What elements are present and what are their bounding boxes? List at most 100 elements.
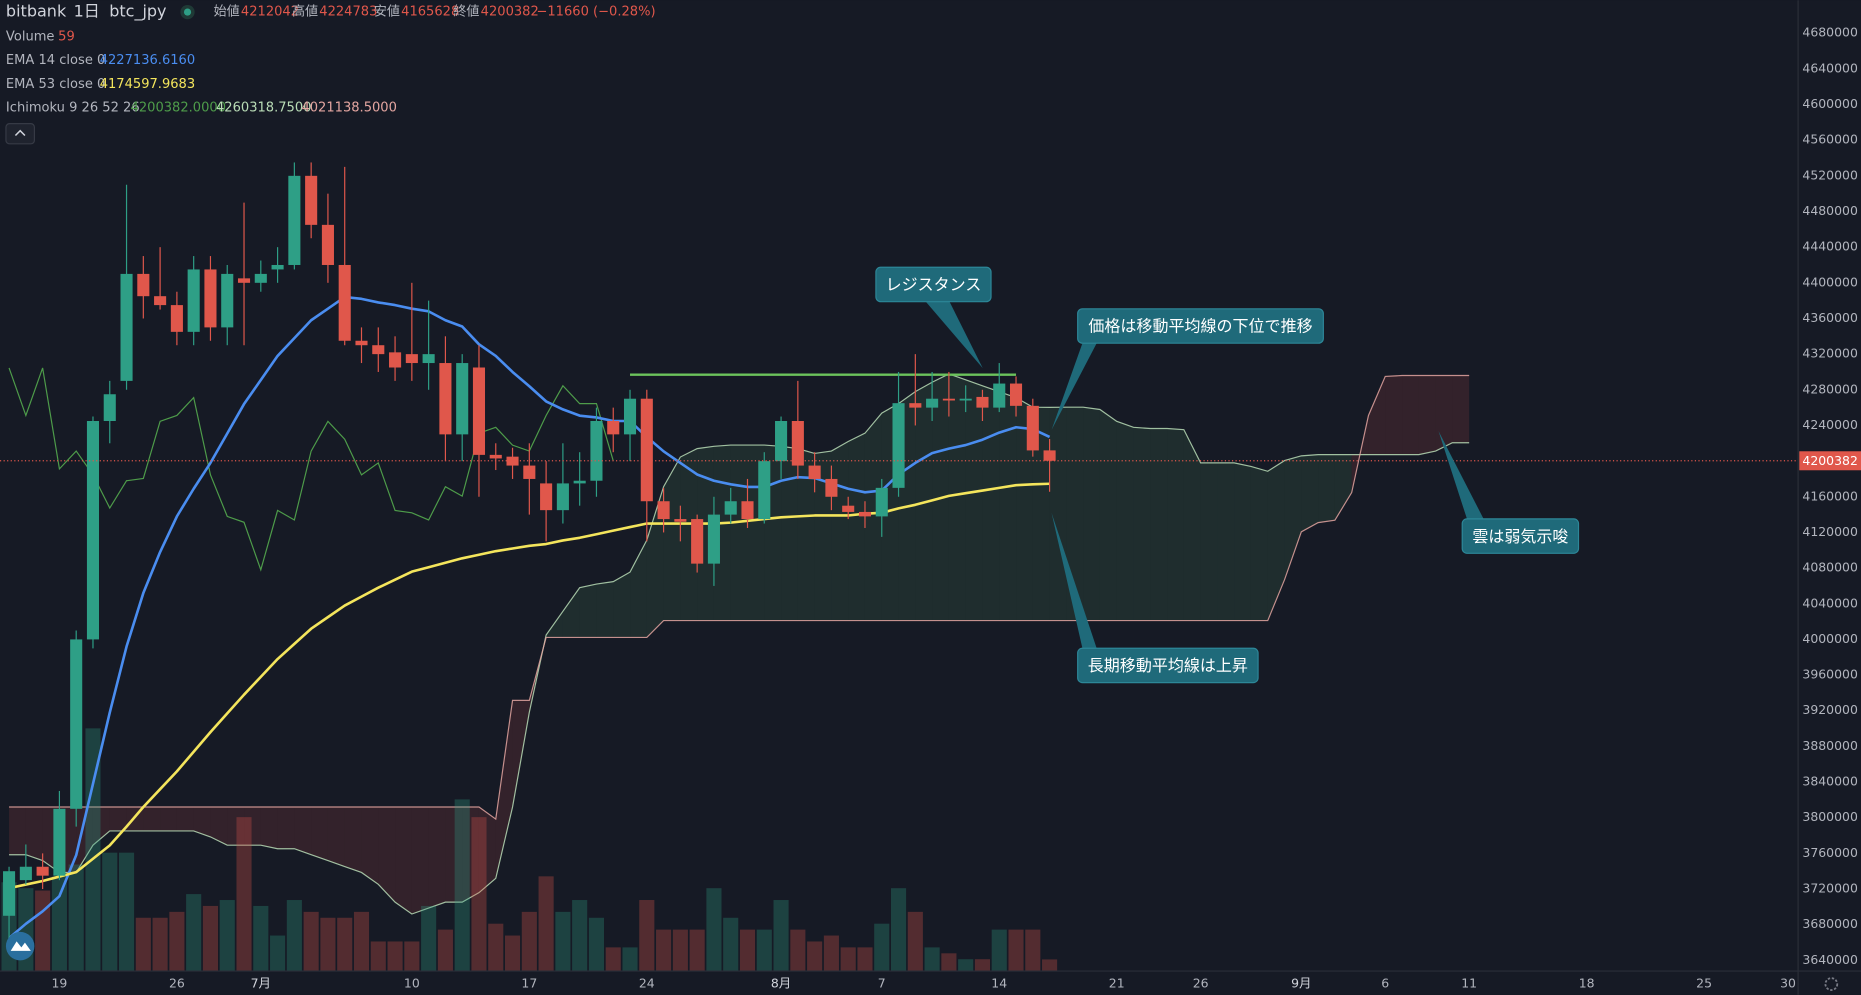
volume-bar	[706, 888, 722, 972]
volume-bar	[471, 817, 487, 972]
cloud-fill	[1217, 462, 1235, 621]
volume-bar	[572, 900, 588, 972]
candle-body	[942, 398, 955, 401]
volume-bar	[387, 941, 403, 972]
volume-bar	[353, 911, 370, 972]
candle-body	[19, 866, 32, 881]
settings-icon[interactable]	[1824, 977, 1839, 991]
cloud-fill	[25, 807, 43, 861]
volume-bar	[538, 876, 554, 972]
y-tick-label: 4280000	[1802, 381, 1858, 396]
volume-bar	[1008, 929, 1024, 972]
volume-bar	[286, 900, 302, 972]
cloud-fill	[1452, 375, 1470, 443]
candle-body	[506, 456, 519, 466]
y-tick-label: 4480000	[1802, 203, 1858, 218]
volume-bar	[874, 923, 890, 972]
y-tick-label: 4120000	[1802, 524, 1858, 539]
cloud-fill	[378, 807, 396, 903]
candle-body	[305, 175, 318, 225]
cloud-fill	[965, 379, 983, 621]
y-tick-label: 4600000	[1802, 96, 1858, 111]
volume-bar	[605, 947, 621, 972]
candle-body	[909, 403, 922, 408]
cloud-fill	[1435, 375, 1453, 452]
last-price-label: 4200382	[1802, 453, 1857, 468]
candle-body	[472, 367, 486, 455]
legend-ema14-value: 4227136.6160	[100, 53, 195, 68]
symbol[interactable]: btc_jpy	[109, 2, 166, 22]
x-tick-label: 18	[1579, 976, 1595, 991]
candle-body	[1009, 383, 1023, 406]
cloud-fill	[1099, 409, 1117, 621]
candle-body	[640, 398, 653, 502]
y-tick-label: 4360000	[1802, 310, 1858, 325]
cloud-fill	[1167, 428, 1184, 621]
interval[interactable]: 1日	[74, 2, 100, 21]
volume-bar	[219, 900, 235, 972]
x-tick-label: 7	[878, 976, 886, 991]
x-tick-label: 26	[169, 976, 185, 991]
legend-ichimoku-value: 4200382.0000	[131, 101, 226, 116]
legend-ema53[interactable]: EMA 53 close 0	[6, 77, 105, 92]
cloud-fill	[143, 807, 161, 831]
cloud-fill	[395, 807, 412, 915]
y-tick-label: 4080000	[1802, 560, 1858, 575]
y-tick-label: 4240000	[1802, 417, 1858, 432]
legend-ema14[interactable]: EMA 14 close 0	[6, 53, 105, 68]
cloud-fill	[277, 807, 295, 849]
x-tick-label: 7月	[251, 976, 271, 991]
volume-bar	[35, 890, 51, 972]
volume-bar	[504, 935, 521, 972]
volume-bar	[941, 953, 957, 972]
y-tick-label: 3800000	[1802, 809, 1858, 824]
x-tick-label: 26	[1193, 976, 1209, 991]
x-tick-label: 9月	[1291, 976, 1311, 991]
legend-volume[interactable]: Volume	[6, 29, 55, 44]
volume-bar	[521, 911, 537, 972]
legend-ema53-value: 4174597.9683	[100, 77, 195, 92]
legend-volume-value: 59	[58, 29, 75, 44]
cloud-fill	[244, 807, 261, 846]
callout-text: 長期移動平均線は上昇	[1088, 656, 1248, 675]
volume-bar	[689, 929, 705, 972]
volume-bar	[907, 911, 923, 972]
volume-bar	[135, 917, 151, 972]
volume-bar	[454, 799, 470, 972]
cloud-fill	[294, 807, 312, 855]
cloud-fill	[999, 391, 1017, 621]
legend-ichimoku[interactable]: Ichimoku 9 26 52 26	[6, 101, 140, 116]
candle-body	[573, 480, 586, 484]
low-value: 4165628	[401, 5, 459, 20]
cloud-fill	[1318, 454, 1335, 523]
candle-body	[86, 420, 100, 640]
candle-body	[355, 340, 368, 346]
volume-bar	[739, 929, 756, 972]
cloud-fill	[76, 807, 93, 873]
cloud-fill	[428, 807, 446, 909]
cloud-fill	[982, 385, 1000, 621]
y-tick-label: 3760000	[1802, 845, 1858, 860]
candle-body	[791, 420, 804, 466]
cloud-fill	[697, 446, 714, 621]
x-tick-label: 6	[1381, 976, 1389, 991]
cloud-fill	[92, 807, 110, 846]
plot-area	[0, 162, 1799, 972]
collapse-button[interactable]	[5, 123, 36, 145]
y-tick-label: 3680000	[1802, 916, 1858, 931]
change-value: −11660 (−0.28%)	[536, 5, 655, 20]
y-tick-label: 4640000	[1802, 60, 1858, 75]
candle-body	[590, 420, 603, 481]
y-tick-label: 4320000	[1802, 346, 1858, 361]
cloud-fill	[210, 807, 228, 846]
volume-bar	[152, 917, 168, 972]
candle-body	[775, 420, 788, 462]
volume-bar	[1042, 959, 1058, 972]
volume-bar	[823, 935, 839, 972]
y-tick-label: 4560000	[1802, 132, 1858, 147]
cloud-fill	[1250, 466, 1268, 621]
cloud-fill	[1267, 460, 1285, 621]
x-tick-label: 21	[1109, 976, 1125, 991]
